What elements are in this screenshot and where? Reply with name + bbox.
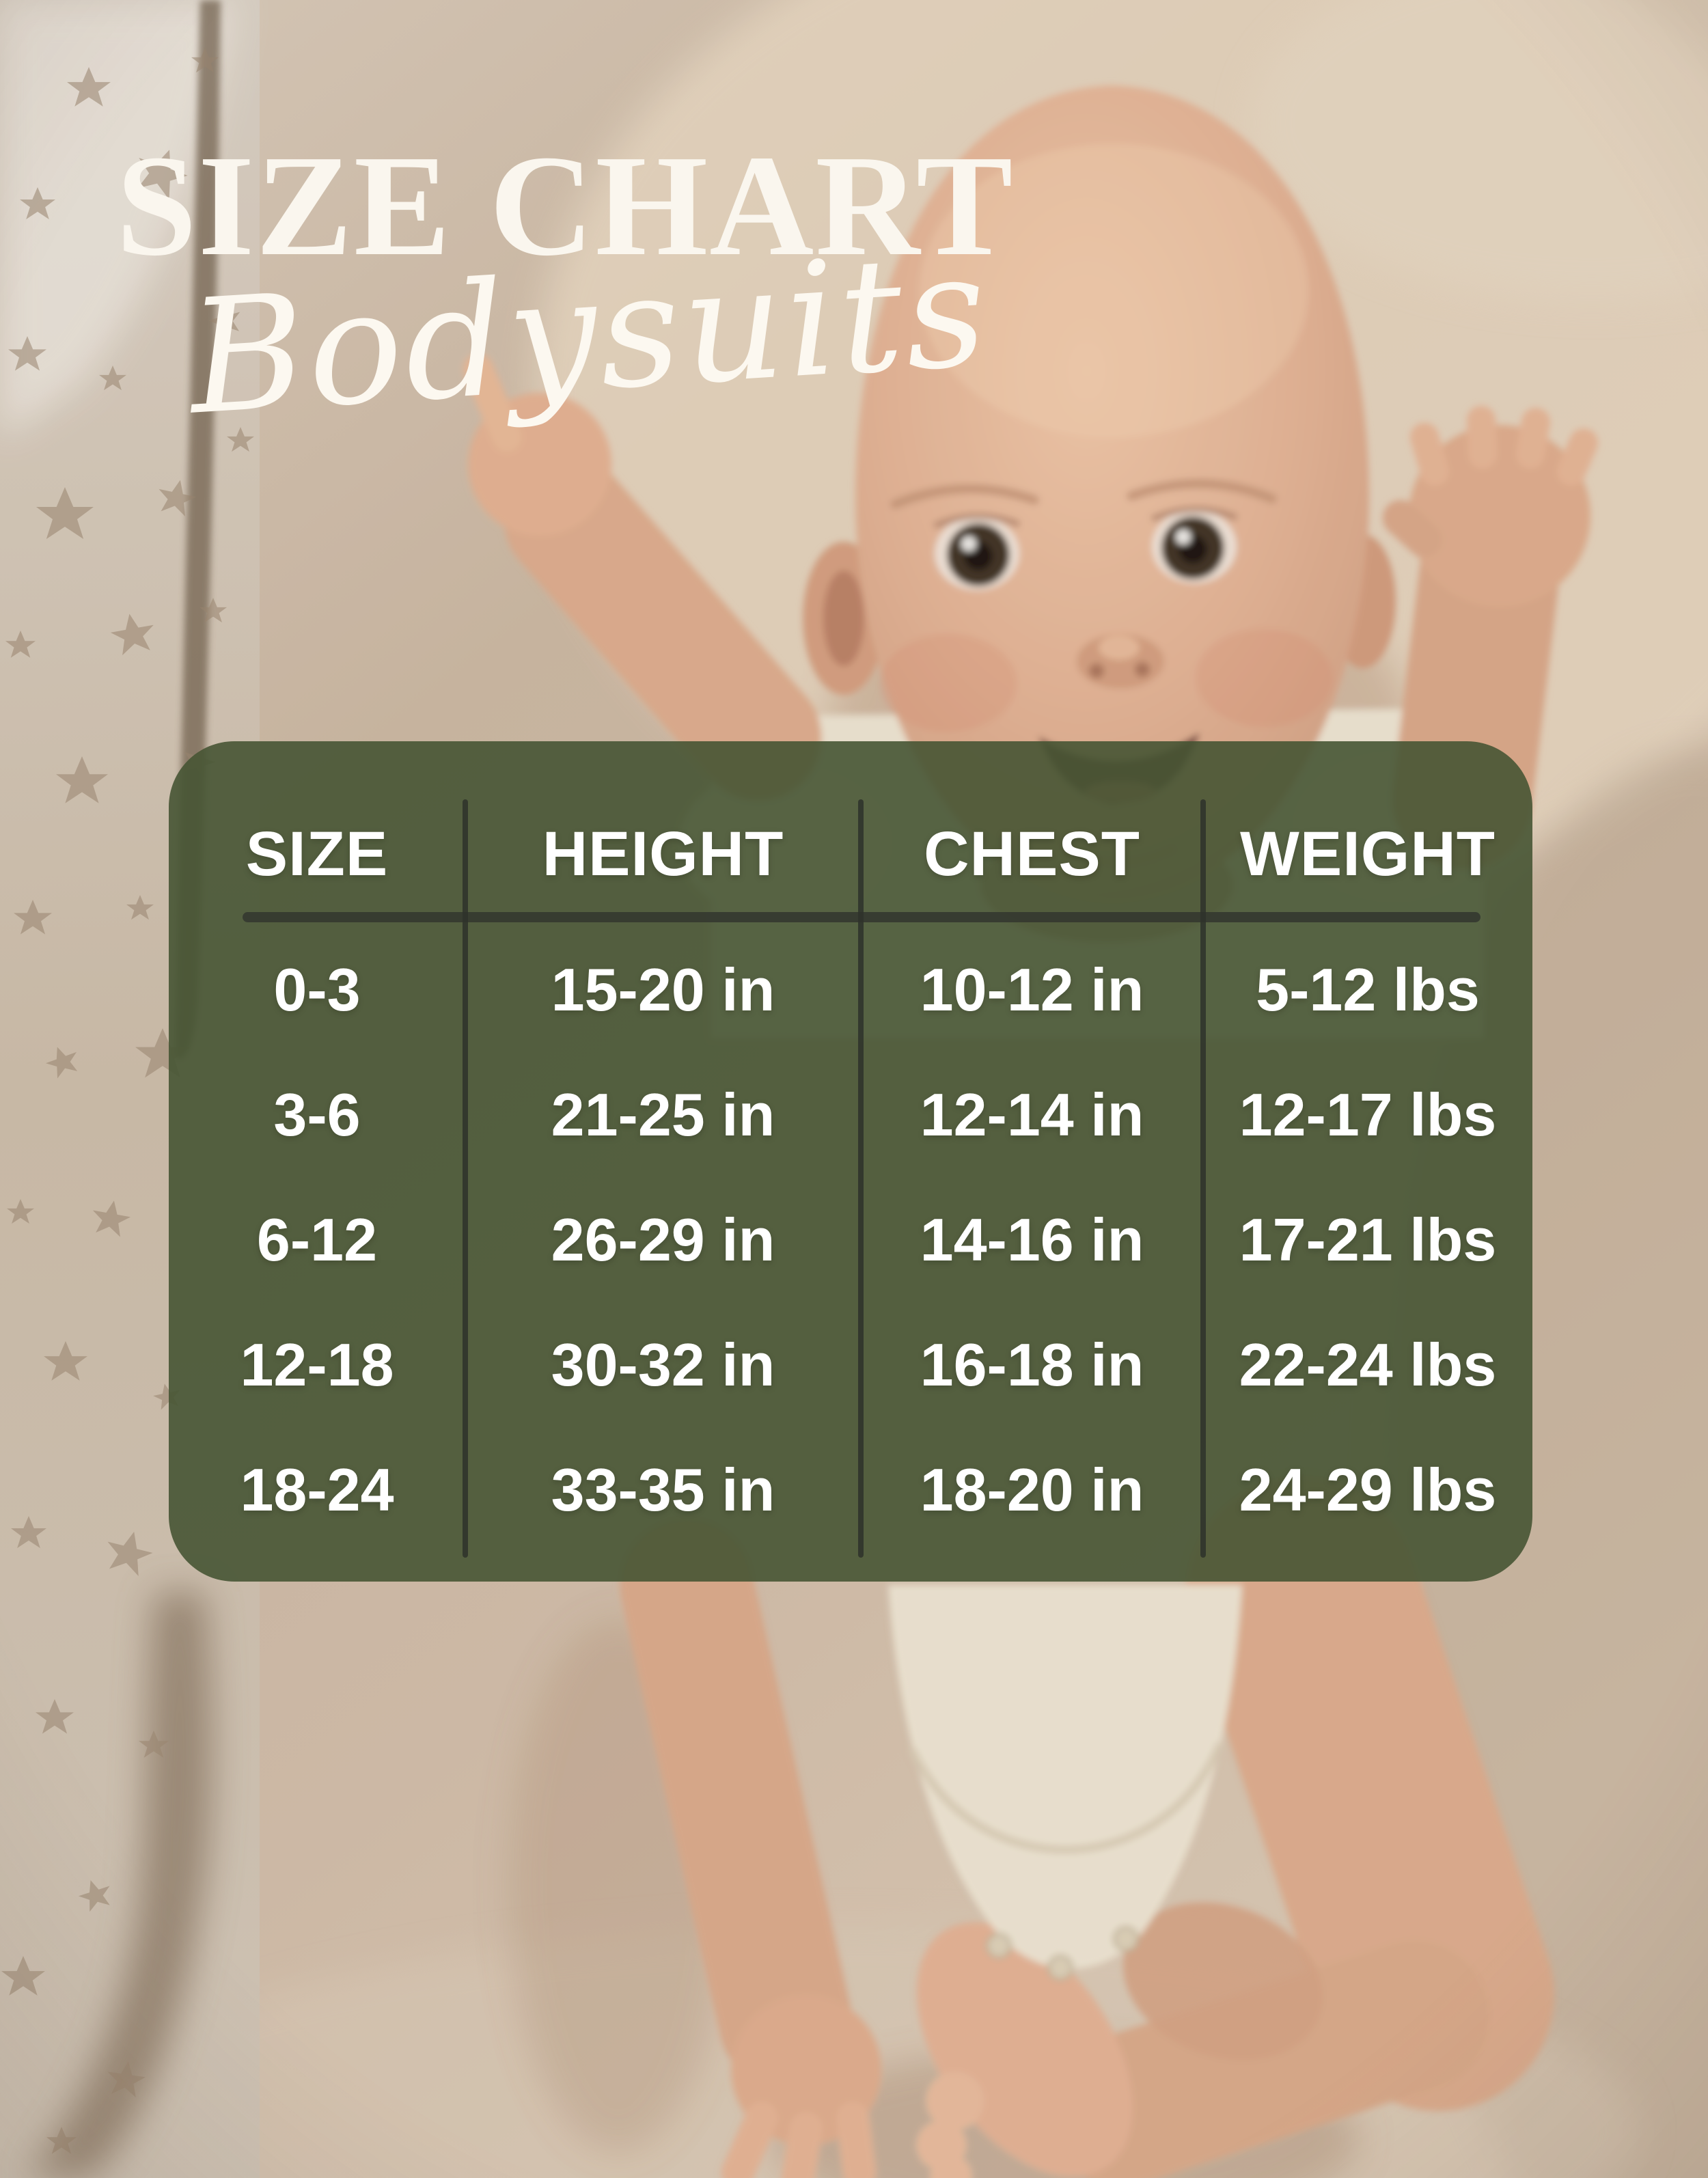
cell-row4-height: 33-35 in [551,1455,775,1524]
column-header-chest: CHEST [924,818,1140,889]
cell-row3-weight: 22-24 lbs [1239,1330,1497,1398]
cell-row1-height: 21-25 in [551,1080,775,1148]
column-header-size: SIZE [245,818,389,889]
cell-row0-height: 15-20 in [551,955,775,1023]
column-header-weight: WEIGHT [1240,818,1496,889]
cell-row2-height: 26-29 in [551,1205,775,1273]
page-title: SIZE CHART [116,125,1015,286]
cell-row0-size: 0-3 [273,955,361,1023]
cell-row4-chest: 18-20 in [920,1455,1144,1524]
cell-row3-chest: 16-18 in [920,1330,1144,1398]
cell-row2-chest: 14-16 in [920,1205,1144,1273]
cell-row3-height: 30-32 in [551,1330,775,1398]
cell-row1-chest: 12-14 in [920,1080,1144,1148]
cell-row4-size: 18-24 [240,1455,394,1524]
title-block: SIZE CHART Bodysuits [116,125,1141,450]
cell-row2-weight: 17-21 lbs [1239,1205,1497,1273]
cell-row2-size: 6-12 [256,1205,378,1273]
column-divider-2 [858,799,864,1558]
cell-row0-chest: 10-12 in [920,955,1144,1023]
size-table-panel: SIZE HEIGHT CHEST WEIGHT 0-3 15-20 in 10… [169,741,1532,1582]
column-divider-1 [463,799,468,1558]
column-divider-3 [1200,799,1206,1558]
size-table: SIZE HEIGHT CHEST WEIGHT 0-3 15-20 in 10… [169,741,1532,1582]
cell-row1-weight: 12-17 lbs [1239,1080,1497,1148]
cell-row3-size: 12-18 [240,1330,394,1398]
cell-row4-weight: 24-29 lbs [1239,1455,1497,1524]
cell-row0-weight: 5-12 lbs [1256,955,1480,1023]
column-header-height: HEIGHT [542,818,784,889]
cell-row1-size: 3-6 [273,1080,361,1148]
